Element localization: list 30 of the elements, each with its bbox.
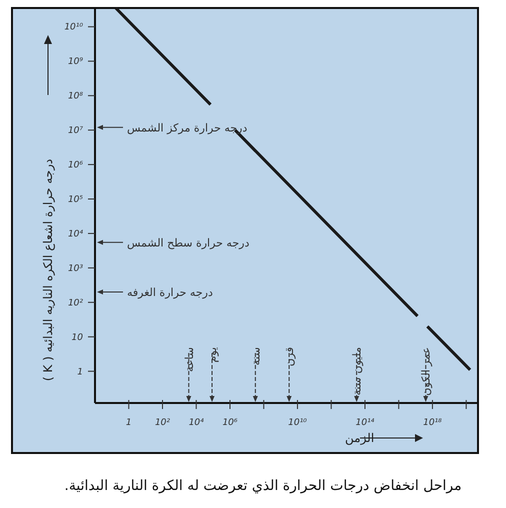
x-axis-title: الزمن (345, 431, 374, 445)
y-tick-label: 10⁷ (68, 126, 84, 136)
y-tick-label: 10⁴ (68, 229, 84, 240)
y-tick-label: 1 (77, 367, 83, 378)
ref-line-label: درجه حرارة الغرفه (127, 286, 213, 299)
x-tick-label: 1 (126, 418, 132, 428)
y-tick-label: 10³ (68, 264, 84, 274)
y-tick-label: 10⁸ (68, 92, 84, 102)
y-tick-label: 10⁵ (68, 195, 84, 206)
y-tick-label: 10² (68, 298, 84, 308)
y-tick-label: 10⁹ (68, 57, 84, 68)
text: مراحل انخفاض درجات الحرارة الذي تعرضت له الكرة النارية البدائية. (64, 478, 462, 494)
y-tick-label: 10¹⁰ (64, 22, 84, 33)
ref-line-label: درجه حرارة سطح الشمس (127, 236, 250, 250)
ref-line-label: يوم (206, 347, 220, 363)
x-tick-label: 10¹⁰ (288, 418, 308, 428)
y-tick-label: 10 (72, 332, 84, 343)
ref-line-label: ساعة (182, 347, 196, 372)
x-tick-label: 10² (154, 418, 170, 428)
x-tick-label: 10⁴ (188, 418, 204, 428)
x-tick-label: 10¹⁴ (356, 418, 375, 428)
ref-line-label: درجه حرارة مركز الشمس (127, 121, 248, 134)
y-axis-title: درجه حرارة اشعاع الكره الناريه البدائيه ( K ) (41, 158, 55, 382)
y-tick-label: 10⁶ (68, 160, 84, 171)
ref-line-label: عمر الكون (420, 347, 433, 396)
ref-line-label: مليون سنة (350, 346, 364, 396)
ref-line-label: سنة (249, 347, 262, 366)
ref-line-label: قرن (283, 347, 296, 366)
x-tick-label: 10¹⁸ (423, 418, 442, 428)
x-tick-label: 10⁶ (222, 418, 238, 428)
